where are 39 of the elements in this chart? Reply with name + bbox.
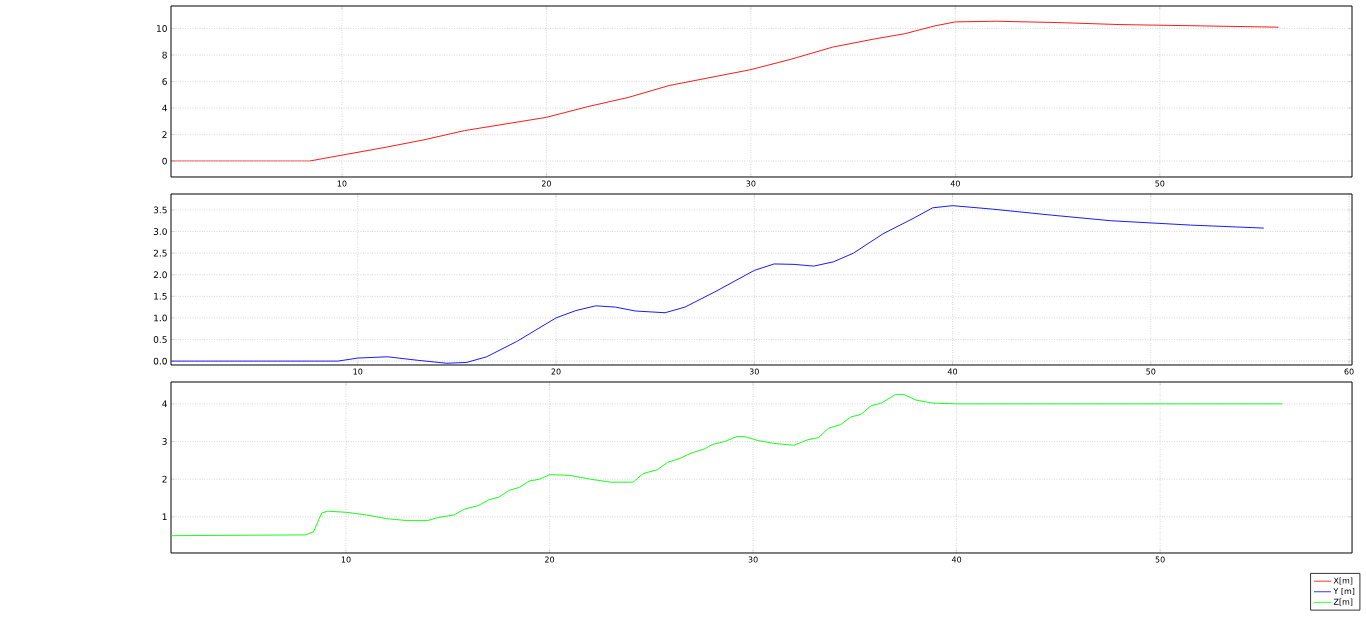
y-tick-label: 1.0 <box>154 314 167 322</box>
text: Y [m] <box>1333 587 1355 596</box>
line-series <box>171 393 1283 537</box>
x-tick-label: 10 <box>353 368 363 375</box>
y-tick-label: 0 <box>162 157 167 165</box>
legend-label: Z[m] <box>1333 598 1353 606</box>
y-tick-label: 8 <box>162 51 167 59</box>
x-tick-label: 10 <box>337 180 347 187</box>
y-tick-label: 0.5 <box>153 336 167 343</box>
y-tick-label: 2 <box>162 131 167 138</box>
y-tick-label: 10 <box>157 25 167 32</box>
y-tick-label: 3 <box>162 438 167 445</box>
y-tick-label: 2.5 <box>153 249 167 257</box>
y-tick-label: 4 <box>162 400 167 408</box>
x-tick-label: 40 <box>951 556 962 563</box>
y-tick-label: 0.0 <box>153 357 167 365</box>
y-tick-label: 1.5 <box>154 292 167 300</box>
y-tick-label: 2.0 <box>153 271 167 279</box>
x-tick-label: 20 <box>545 556 555 563</box>
x-tick-label: 60 <box>1344 368 1354 375</box>
y-tick-label: 6 <box>162 78 167 85</box>
x-tick-label: 20 <box>541 180 551 187</box>
x-tick-label: 50 <box>1146 368 1156 375</box>
y-tick-label: 2 <box>162 475 167 483</box>
x-tick-label: 50 <box>1155 556 1165 563</box>
x-tick-label: 20 <box>551 368 561 375</box>
y-tick-label: 3.5 <box>153 206 167 214</box>
x-tick-label: 50 <box>1155 180 1165 187</box>
x-tick-label: 30 <box>746 180 756 187</box>
x-tick-label: 30 <box>748 556 758 563</box>
x-tick-label: 10 <box>341 556 351 563</box>
y-tick-label: 4 <box>162 104 167 112</box>
y-tick-label: 1 <box>162 513 167 521</box>
line-series <box>171 20 1279 162</box>
x-tick-label: 30 <box>749 368 759 375</box>
x-tick-label: 40 <box>950 180 960 187</box>
y-tick-label: 3.0 <box>153 228 167 235</box>
text: X[m] <box>1333 577 1353 585</box>
x-tick-label: 40 <box>947 368 958 375</box>
